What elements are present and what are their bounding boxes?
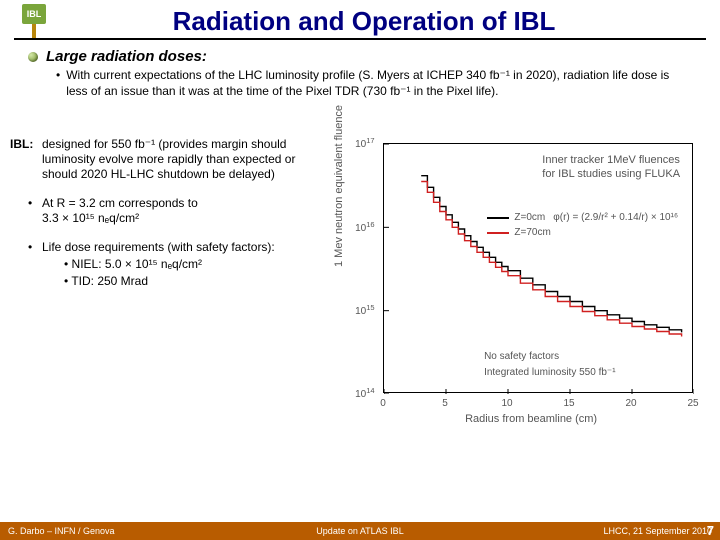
- legend-line-icon: [487, 232, 509, 234]
- ibl-text: designed for 550 fb⁻¹ (provides margin s…: [42, 137, 327, 182]
- point2a: • NIEL: 5.0 × 10¹⁵ nₑq/cm²: [64, 257, 275, 272]
- annot-luminosity: Integrated luminosity 550 fb⁻¹: [484, 367, 615, 378]
- chart-title-l2: for IBL studies using FLUKA: [542, 168, 680, 182]
- section-heading: Large radiation doses:: [46, 48, 207, 65]
- bullet-dot-icon: •: [28, 240, 42, 289]
- footer-center: Update on ATLAS IBL: [316, 526, 403, 536]
- point2b: • TID: 250 Mrad: [64, 274, 275, 289]
- ibl-line: IBL: designed for 550 fb⁻¹ (provides mar…: [10, 137, 327, 182]
- lower-row: IBL: designed for 550 fb⁻¹ (provides mar…: [28, 137, 692, 427]
- legend-z70: Z=70cm: [487, 227, 678, 238]
- legend-formula: φ(r) = (2.9/r² + 0.14/r) × 10¹⁶: [553, 212, 678, 223]
- content-area: Large radiation doses: • With current ex…: [0, 40, 720, 427]
- footer-right: LHCC, 21 September 2010: [603, 526, 712, 536]
- point-2: • Life dose requirements (with safety fa…: [28, 240, 327, 289]
- legend-z0-label: Z=0cm: [514, 212, 545, 223]
- bullet-dot-icon: •: [56, 68, 60, 99]
- legend-z0: Z=0cm φ(r) = (2.9/r² + 0.14/r) × 10¹⁶: [487, 212, 678, 223]
- main-bullet: • With current expectations of the LHC l…: [56, 68, 692, 99]
- legend-line-icon: [487, 217, 509, 219]
- ibl-label: IBL:: [10, 137, 42, 182]
- legend-z70-label: Z=70cm: [514, 227, 550, 238]
- point2b-text: TID: 250 Mrad: [71, 274, 148, 288]
- title-bar: IBL Radiation and Operation of IBL: [14, 0, 706, 40]
- chart-plot-area: Inner tracker 1MeV fluences for IBL stud…: [383, 143, 693, 393]
- sphere-bullet-icon: [28, 52, 38, 62]
- heading-row: Large radiation doses:: [28, 48, 692, 65]
- footer-left: G. Darbo – INFN / Genova: [8, 526, 115, 536]
- left-column: IBL: designed for 550 fb⁻¹ (provides mar…: [28, 137, 327, 427]
- annot-no-safety: No safety factors: [484, 351, 559, 362]
- chart-title-l1: Inner tracker 1MeV fluences: [542, 154, 680, 168]
- slide-title: Radiation and Operation of IBL: [60, 6, 698, 37]
- bullet-dot-icon: •: [28, 196, 42, 226]
- logo-badge: IBL: [22, 4, 46, 24]
- logo-stick: [32, 24, 36, 38]
- chart-legend: Z=0cm φ(r) = (2.9/r² + 0.14/r) × 10¹⁶ Z=…: [487, 212, 678, 242]
- point1-line1: At R = 3.2 cm corresponds to: [42, 196, 198, 211]
- chart-title: Inner tracker 1MeV fluences for IBL stud…: [542, 154, 680, 182]
- point2a-text: NIEL: 5.0 × 10¹⁵ nₑq/cm²: [72, 257, 203, 271]
- ibl-logo: IBL: [22, 4, 50, 38]
- point-1: • At R = 3.2 cm corresponds to 3.3 × 10¹…: [28, 196, 327, 226]
- point2-text: Life dose requirements (with safety fact…: [42, 240, 275, 255]
- fluence-chart: Inner tracker 1MeV fluences for IBL stud…: [335, 137, 692, 427]
- page-number: 7: [707, 523, 714, 538]
- chart-xlabel: Radius from beamline (cm): [465, 413, 597, 425]
- main-bullet-text: With current expectations of the LHC lum…: [66, 68, 692, 99]
- point1-line2: 3.3 × 10¹⁵ nₑq/cm²: [42, 211, 198, 226]
- chart-ylabel: 1 Mev neutron equivalent fluence: [333, 105, 345, 267]
- footer-bar: G. Darbo – INFN / Genova Update on ATLAS…: [0, 522, 720, 540]
